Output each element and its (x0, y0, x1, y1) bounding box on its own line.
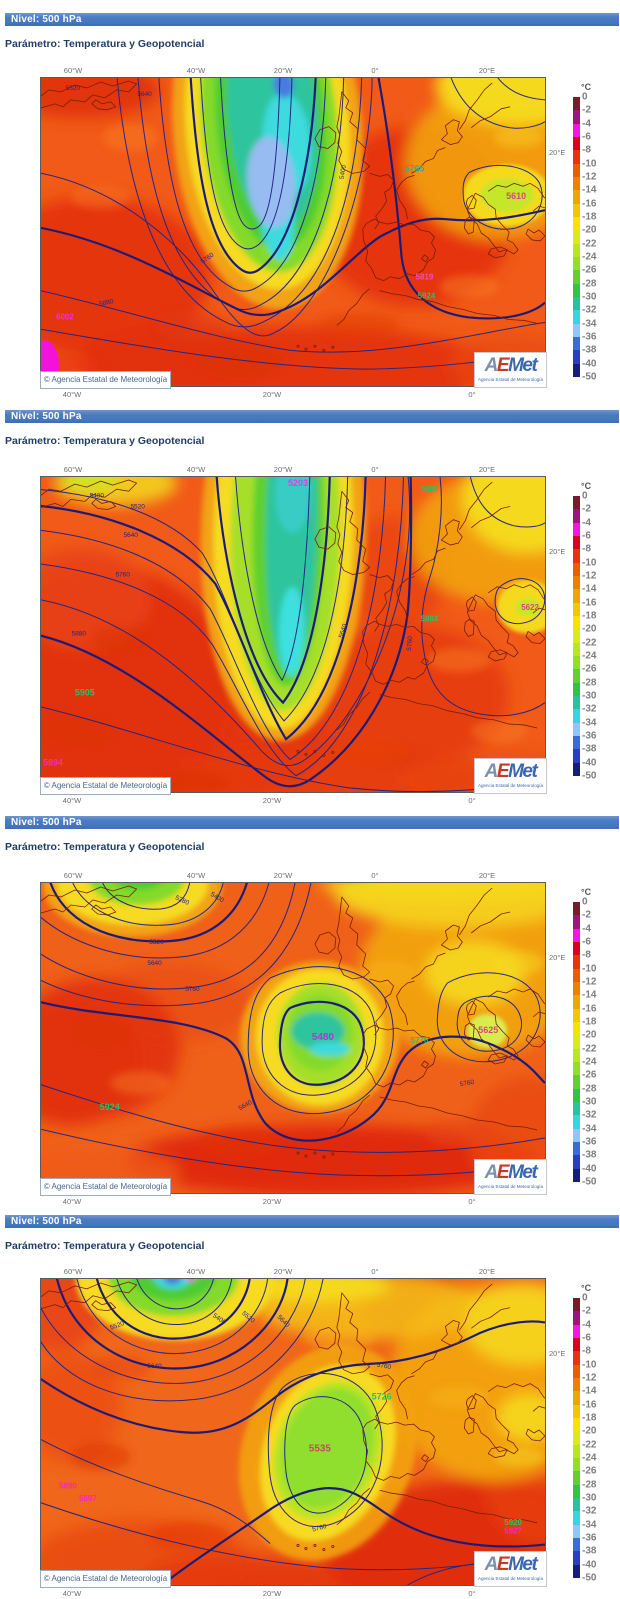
svg-text:5640: 5640 (123, 532, 138, 539)
svg-text:5765: 5765 (405, 163, 425, 173)
svg-text:5640: 5640 (147, 960, 162, 967)
svg-text:5640: 5640 (147, 1363, 162, 1370)
svg-text:5535: 5535 (309, 1444, 332, 1455)
svg-text:5927: 5927 (504, 1527, 522, 1536)
svg-text:5760: 5760 (376, 1362, 392, 1371)
svg-text:5520: 5520 (66, 85, 81, 92)
svg-text:5905: 5905 (75, 687, 95, 697)
svg-text:5894: 5894 (43, 758, 63, 768)
svg-text:5760: 5760 (406, 636, 414, 652)
svg-text:5924: 5924 (418, 292, 436, 301)
svg-text:5924: 5924 (100, 1102, 120, 1112)
svg-text:5480: 5480 (312, 1032, 335, 1043)
svg-text:5610: 5610 (506, 191, 526, 201)
svg-text:5819: 5819 (416, 273, 434, 282)
svg-text:5760: 5760 (115, 572, 130, 579)
svg-text:5776: 5776 (411, 1036, 429, 1045)
svg-text:5760: 5760 (459, 1079, 475, 1088)
svg-text:5884: 5884 (421, 614, 439, 623)
svg-text:5726: 5726 (372, 1391, 392, 1401)
svg-text:6002: 6002 (56, 312, 74, 321)
svg-text:5897: 5897 (79, 1494, 97, 1503)
svg-text:5400: 5400 (90, 492, 105, 499)
svg-text:5520: 5520 (130, 503, 145, 510)
svg-text:5400: 5400 (339, 164, 348, 180)
svg-text:5880: 5880 (99, 298, 115, 308)
svg-text:5760: 5760 (312, 1523, 328, 1534)
svg-text:5625: 5625 (478, 1025, 498, 1035)
svg-text:5203: 5203 (288, 478, 308, 488)
svg-text:5622: 5622 (521, 603, 539, 612)
svg-text:5920: 5920 (504, 1518, 522, 1527)
svg-text:5880: 5880 (72, 630, 87, 637)
svg-text:5520: 5520 (149, 939, 164, 946)
svg-text:5890: 5890 (59, 1481, 77, 1490)
svg-text:5640: 5640 (137, 91, 152, 98)
svg-text:5880: 5880 (421, 485, 439, 494)
svg-text:5760: 5760 (185, 986, 200, 993)
svg-text:5640: 5640 (338, 623, 349, 639)
svg-text:5520: 5520 (109, 1320, 125, 1332)
